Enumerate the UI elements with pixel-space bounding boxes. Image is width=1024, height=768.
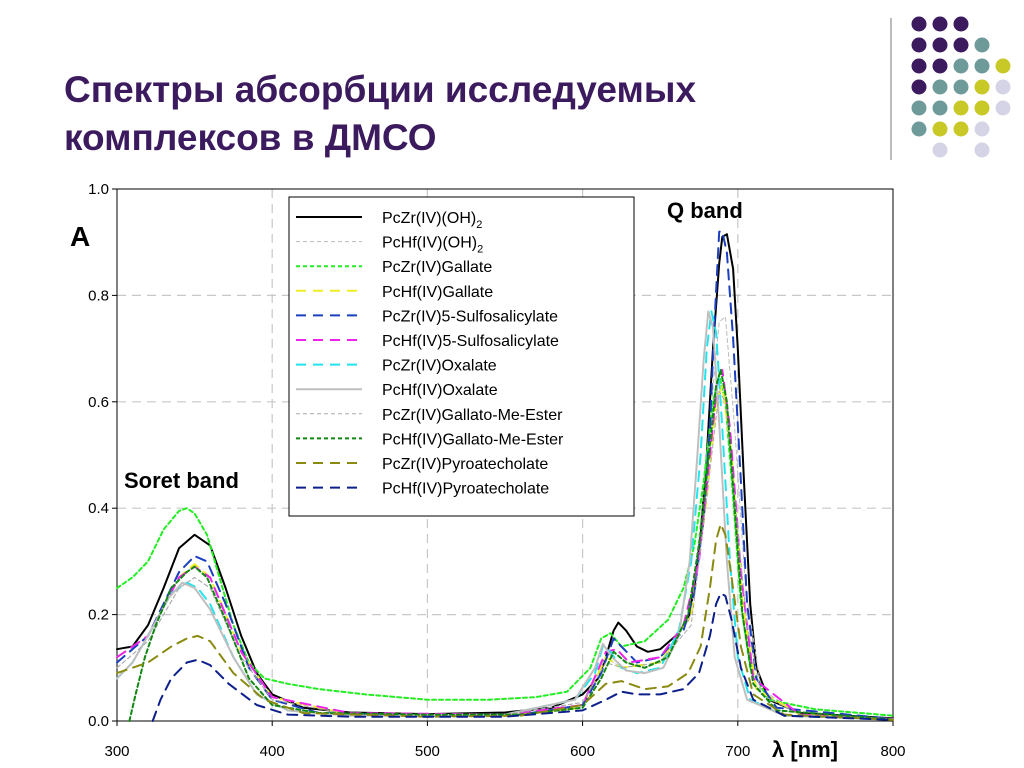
series-line-11 <box>116 523 894 721</box>
decorative-dot <box>974 121 990 137</box>
decorative-dot <box>911 58 927 74</box>
x-tick-label: 400 <box>260 743 285 760</box>
y-tick-label: 1.0 <box>88 181 109 198</box>
x-tick-label: 300 <box>104 743 129 760</box>
y-tick-label: 0.6 <box>88 394 109 411</box>
decorative-dot <box>932 16 948 32</box>
axis-tick-labels: 0.0 0.2 0.4 0.6 0.8 1.0 300 400 500 600 700 800 <box>88 181 905 760</box>
legend-item-label: PcZr(IV)Gallate <box>382 259 492 276</box>
decorative-dot <box>911 100 927 116</box>
legend-item-label: PcHf(IV)Pyroatecholate <box>382 481 549 498</box>
legend-box <box>288 196 635 517</box>
decorative-dot <box>953 121 969 137</box>
series-line-12 <box>151 592 894 722</box>
legend-item-label: PcHf(IV)(OH)2 <box>382 235 483 256</box>
decorative-dot <box>911 16 927 32</box>
decorative-dot <box>974 79 990 95</box>
series-line-2 <box>116 316 894 720</box>
series-line-10 <box>128 368 894 722</box>
chart-gridlines <box>117 189 893 721</box>
decorative-dot <box>932 37 948 53</box>
y-tick-label: 0.4 <box>88 500 109 517</box>
legend-item-label: PcZr(IV)Pyroatecholate <box>382 456 548 473</box>
x-tick-label: 600 <box>570 743 595 760</box>
slide-title: Спектры абсорбции исследуемых комплексов… <box>64 69 697 158</box>
x-tick-label: 700 <box>725 743 750 760</box>
series-layer <box>116 230 894 722</box>
decorative-dot <box>995 58 1011 74</box>
y-tick-label: 0.8 <box>88 287 109 304</box>
series-line-4 <box>116 384 894 720</box>
annotation-soret-band: Soret band <box>124 468 239 493</box>
decorative-dot <box>911 121 927 137</box>
x-tick-label: 800 <box>880 743 905 760</box>
decorative-dot <box>932 142 948 158</box>
decorative-dot-pattern <box>890 16 1011 160</box>
series-line-7 <box>116 310 894 721</box>
x-axis-label: λ [nm] <box>772 737 838 762</box>
y-axis-label: A <box>70 221 90 252</box>
series-line-6 <box>116 368 894 720</box>
annotation-q-band: Q band <box>667 198 743 223</box>
decorative-dot <box>953 58 969 74</box>
decorative-dot <box>953 100 969 116</box>
legend-item-label: PcHf(IV)Oxalate <box>382 382 498 399</box>
decorative-dot <box>911 79 927 95</box>
decorative-dot <box>995 79 1011 95</box>
decorative-dot <box>953 79 969 95</box>
decorative-dot <box>953 16 969 32</box>
decorative-dot <box>995 100 1011 116</box>
decorative-dot <box>911 37 927 53</box>
decorative-dot <box>932 100 948 116</box>
series-line-5 <box>116 230 894 720</box>
decorative-dot <box>974 37 990 53</box>
legend-item-label: PcHf(IV)Gallato-Me-Ester <box>382 431 564 448</box>
decorative-dot <box>932 79 948 95</box>
legend-item-label: PcHf(IV)5-Sulfosalicylate <box>382 333 559 350</box>
decorative-dot <box>974 142 990 158</box>
decorative-dot <box>953 37 969 53</box>
legend-item-label: PcHf(IV)Gallate <box>382 284 493 301</box>
legend-item-label: PcZr(IV)(OH)2 <box>382 210 482 231</box>
legend-item-label: PcZr(IV)Gallato-Me-Ester <box>382 407 563 424</box>
chart-legend: PcZr(IV)(OH)2 PcHf(IV)(OH)2 PcZr(IV)Gallat… <box>288 196 635 517</box>
decorative-dot <box>974 100 990 116</box>
decorative-dot <box>974 58 990 74</box>
legend-item-label: PcZr(IV)5-Sulfosalicylate <box>382 308 558 325</box>
x-tick-label: 500 <box>415 743 440 760</box>
decorative-dot <box>932 121 948 137</box>
y-tick-label: 0.2 <box>88 607 109 624</box>
plot-area-frame <box>116 188 894 722</box>
decorative-dot <box>932 58 948 74</box>
series-line-1 <box>116 233 894 720</box>
y-tick-label: 0.0 <box>88 713 109 730</box>
legend-item-label: PcZr(IV)Oxalate <box>382 358 497 375</box>
